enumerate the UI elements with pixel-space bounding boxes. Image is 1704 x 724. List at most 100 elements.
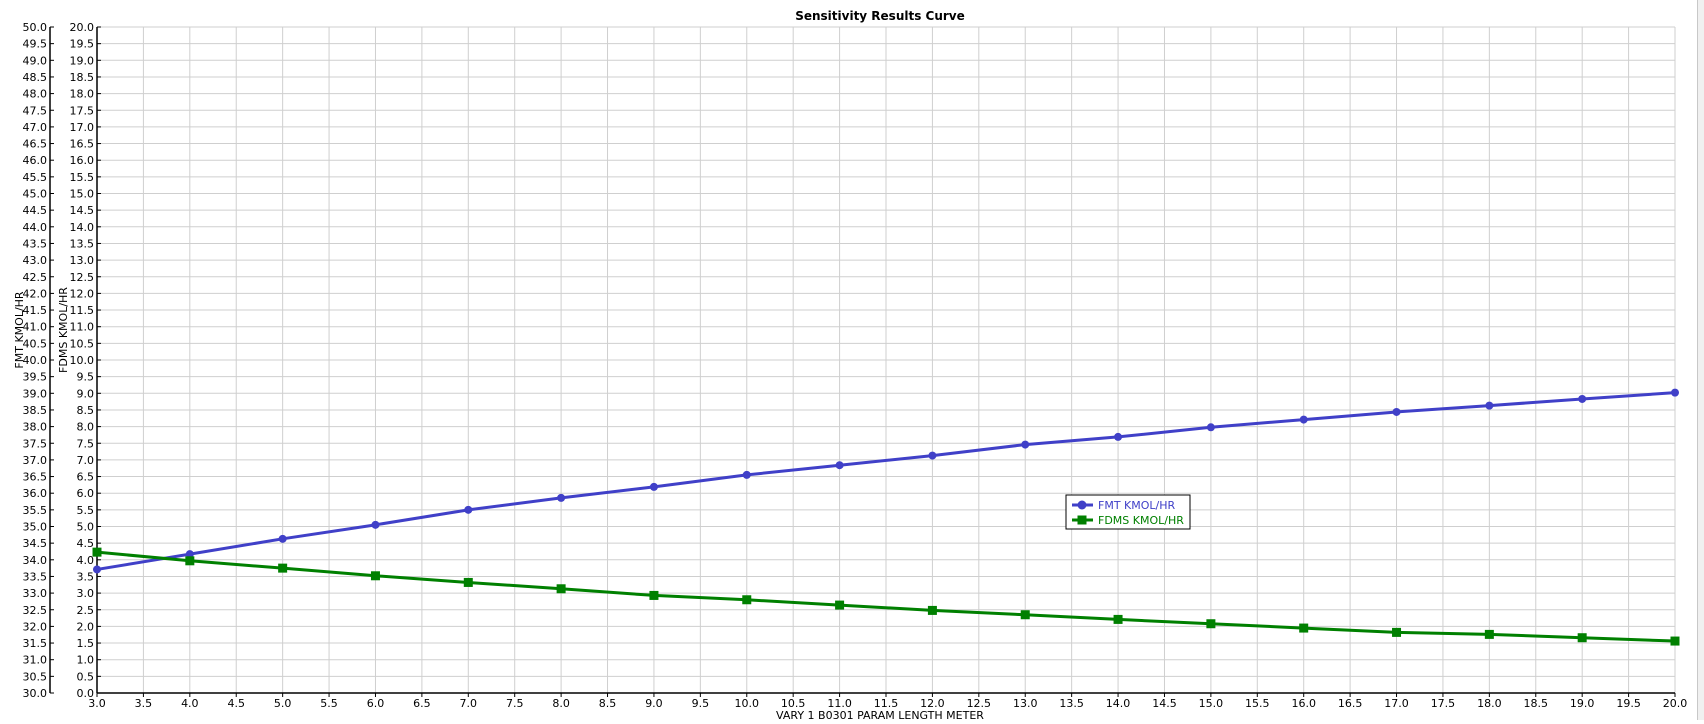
y-tick-label: 9.5 — [77, 371, 95, 384]
series-line-fmt — [96, 391, 1676, 571]
y-tick-label: 48.5 — [23, 71, 48, 84]
y-tick-label: 11.0 — [70, 321, 95, 334]
y-tick-label: 40.0 — [23, 354, 48, 367]
data-point-fdms — [835, 600, 845, 610]
y-tick-label: 8.0 — [77, 421, 95, 434]
x-tick-label: 10.5 — [781, 697, 806, 710]
data-point-fmt — [1485, 401, 1494, 410]
y-tick-label: 17.0 — [70, 121, 95, 134]
x-tick-label: 5.0 — [274, 697, 292, 710]
x-tick-label: 8.0 — [552, 697, 570, 710]
data-point-fdms — [1206, 619, 1216, 629]
x-tick-label: 4.5 — [227, 697, 245, 710]
x-tick-label: 4.0 — [181, 697, 199, 710]
legend: FMT KMOL/HR FDMS KMOL/HR — [1065, 494, 1191, 530]
y-tick-label: 31.5 — [23, 637, 48, 650]
y-axis-label-fmt: FMT KMOL/HR — [13, 291, 26, 369]
data-point-fdms — [1392, 627, 1402, 637]
x-tick-label: 14.5 — [1152, 697, 1177, 710]
y-tick-label: 47.5 — [23, 104, 48, 117]
data-point-fmt — [464, 505, 473, 514]
y-tick-label: 30.0 — [23, 687, 48, 700]
y-tick-label: 9.0 — [77, 387, 95, 400]
x-tick-label: 5.5 — [320, 697, 338, 710]
y-tick-label: 2.5 — [77, 604, 95, 617]
data-point-fdms — [742, 595, 752, 605]
y-tick-label: 10.0 — [70, 354, 95, 367]
y-tick-label: 16.5 — [70, 138, 95, 151]
data-point-fdms — [463, 577, 473, 587]
y-tick-label: 0.0 — [77, 687, 95, 700]
y-tick-label: 10.5 — [70, 337, 95, 350]
data-point-fmt — [1021, 440, 1030, 449]
data-point-fdms — [927, 605, 937, 615]
y-tick-label: 8.5 — [77, 404, 95, 417]
y-tick-label: 41.5 — [23, 304, 48, 317]
y-tick-label: 2.0 — [77, 620, 95, 633]
x-tick-label: 8.5 — [599, 697, 617, 710]
y-tick-label: 46.5 — [23, 138, 48, 151]
y-tick-label: 4.0 — [77, 554, 95, 567]
y-tick-label: 41.0 — [23, 321, 48, 334]
y-tick-label: 7.0 — [77, 454, 95, 467]
data-point-fmt — [1578, 394, 1587, 403]
data-point-fmt — [1299, 415, 1308, 424]
y-tick-label: 1.5 — [77, 637, 95, 650]
y-tick-label: 47.0 — [23, 121, 48, 134]
axes: 3.0 3.5 4.0 4.5 5.0 5.5 6.0 6.5 7.0 7.5 8.0 8.5 9.0 9… — [23, 21, 1688, 710]
y-tick-label: 15.0 — [70, 188, 95, 201]
data-point-fdms — [1020, 610, 1030, 620]
y-tick-label: 11.5 — [70, 304, 95, 317]
x-tick-label: 6.0 — [367, 697, 385, 710]
data-point-fmt — [1206, 423, 1215, 432]
y-tick-label: 18.5 — [70, 71, 95, 84]
y-tick-label: 4.5 — [77, 537, 95, 550]
data-point-fdms — [1299, 623, 1309, 633]
y-tick-label: 37.0 — [23, 454, 48, 467]
data-point-fmt — [1114, 432, 1123, 441]
data-point-fdms — [556, 584, 566, 594]
y-tick-label: 49.0 — [23, 54, 48, 67]
chart-title: Sensitivity Results Curve — [795, 9, 965, 23]
data-point-fmt — [649, 482, 658, 491]
x-axis-label: VARY 1 B0301 PARAM LENGTH METER — [776, 709, 984, 720]
y-tick-label: 18.0 — [70, 88, 95, 101]
y-tick-label: 34.5 — [23, 537, 48, 550]
x-tick-label: 3.0 — [88, 697, 106, 710]
data-point-fdms — [649, 590, 659, 600]
y-tick-label: 42.5 — [23, 271, 48, 284]
data-point-fdms — [1484, 629, 1494, 639]
y-tick-label: 3.5 — [77, 570, 95, 583]
y-tick-label: 13.5 — [70, 237, 95, 250]
vertical-scrollbar[interactable] — [1697, 0, 1704, 720]
y-tick-label: 12.5 — [70, 271, 95, 284]
y-tick-label: 15.5 — [70, 171, 95, 184]
y-tick-label: 33.0 — [23, 587, 48, 600]
x-tick-label: 19.5 — [1616, 697, 1641, 710]
x-tick-label: 16.5 — [1338, 697, 1363, 710]
data-point-fmt — [93, 565, 101, 574]
x-tick-label: 9.5 — [692, 697, 710, 710]
data-point-fdms — [278, 563, 288, 573]
data-point-fmt — [185, 550, 194, 559]
data-point-fmt — [1671, 388, 1679, 397]
x-tick-label: 12.5 — [967, 697, 992, 710]
data-point-fdms — [1670, 636, 1680, 646]
x-tick-label: 7.0 — [460, 697, 478, 710]
y-tick-label: 44.0 — [23, 221, 48, 234]
y-tick-label: 6.5 — [77, 471, 95, 484]
y-tick-label: 31.0 — [23, 654, 48, 667]
x-tick-label: 11.0 — [827, 697, 852, 710]
x-tick-label: 9.0 — [645, 697, 663, 710]
y-tick-label: 20.0 — [70, 21, 95, 34]
x-tick-label: 13.0 — [1013, 697, 1038, 710]
y-tick-label: 45.5 — [23, 171, 48, 184]
y-tick-label: 50.0 — [23, 21, 48, 34]
y-tick-label: 0.5 — [77, 670, 95, 683]
y-tick-label: 16.0 — [70, 154, 95, 167]
data-point-fmt — [278, 534, 287, 543]
legend-label-fmt: FMT KMOL/HR — [1098, 499, 1176, 512]
y-tick-label: 42.0 — [23, 287, 48, 300]
x-tick-label: 15.0 — [1199, 697, 1224, 710]
